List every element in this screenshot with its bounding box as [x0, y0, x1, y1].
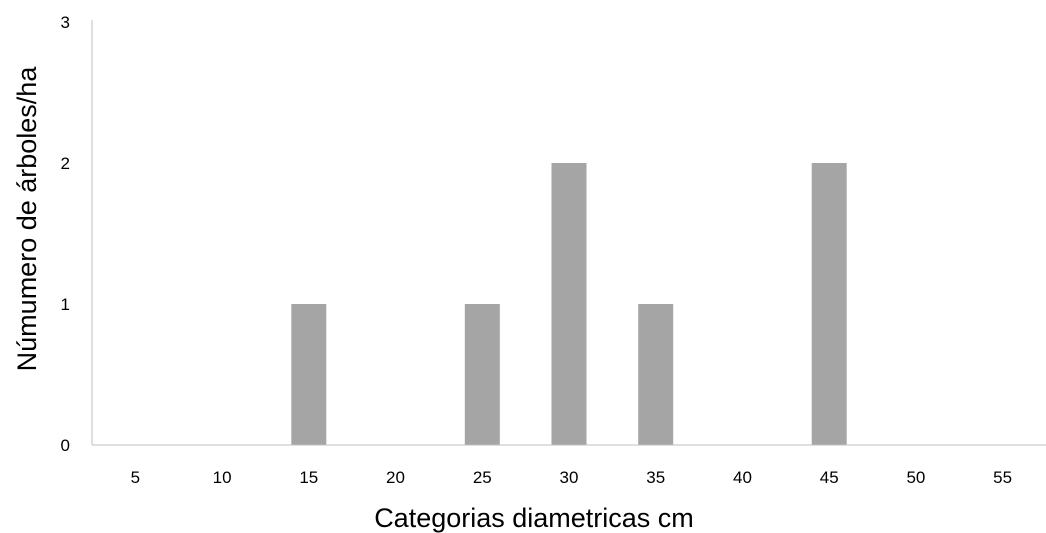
x-tick-label: 50: [906, 468, 925, 487]
bar-35: [638, 304, 674, 445]
y-tick-labels: 0 1 2 3: [61, 13, 70, 455]
bar-15: [291, 304, 327, 445]
y-tick-label: 0: [61, 436, 70, 455]
x-tick-label: 20: [386, 468, 405, 487]
y-tick-label: 2: [61, 154, 70, 173]
bar-30: [551, 163, 587, 445]
x-tick-label: 15: [299, 468, 318, 487]
x-tick-label: 35: [646, 468, 665, 487]
x-tick-label: 5: [131, 468, 140, 487]
y-tick-label: 3: [61, 13, 70, 32]
bar-45: [811, 163, 847, 445]
y-tick-label: 1: [61, 295, 70, 314]
bars-group: [291, 163, 847, 445]
y-axis-title: Númumero de árboles/ha: [12, 66, 42, 372]
x-tick-label: 25: [473, 468, 492, 487]
x-tick-label: 10: [213, 468, 232, 487]
x-tick-label: 55: [993, 468, 1012, 487]
x-tick-label: 30: [560, 468, 579, 487]
x-tick-label: 40: [733, 468, 752, 487]
x-tick-label: 45: [820, 468, 839, 487]
x-tick-labels: 5 10 15 20 25 30 35 40 45 50 55: [131, 468, 1012, 487]
bar-25: [464, 304, 500, 445]
x-axis-title: Categorias diametricas cm: [374, 503, 694, 533]
